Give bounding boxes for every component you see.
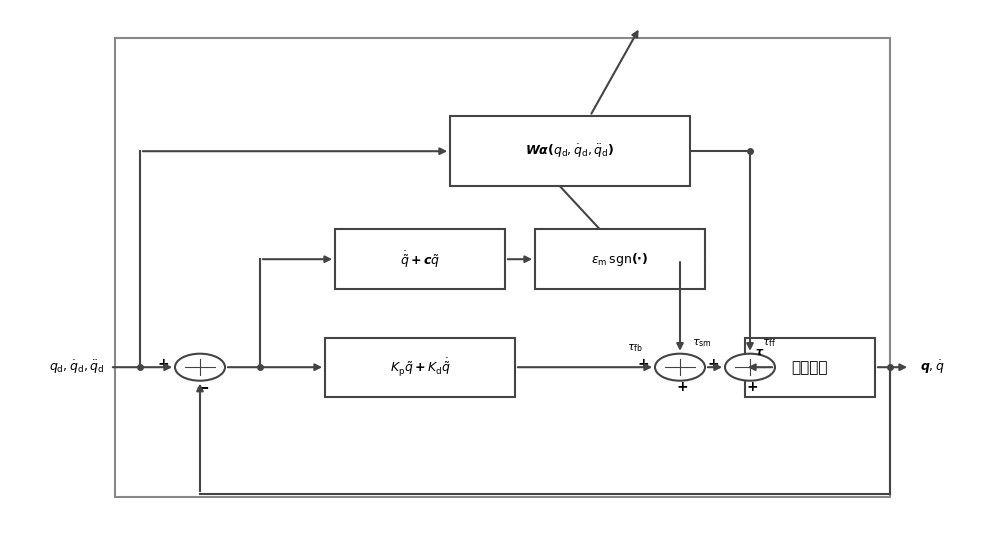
Text: −: − xyxy=(195,378,209,396)
Text: $\boldsymbol{\dot{\tilde{q}}+c\tilde{q}}$: $\boldsymbol{\dot{\tilde{q}}+c\tilde{q}}… xyxy=(400,249,440,269)
Circle shape xyxy=(655,354,705,381)
Text: $\boldsymbol{q_{\mathrm{d}},\dot{q}_{\mathrm{d}},\ddot{q}_{\mathrm{d}}}$: $\boldsymbol{q_{\mathrm{d}},\dot{q}_{\ma… xyxy=(49,359,105,376)
FancyBboxPatch shape xyxy=(535,230,705,289)
FancyBboxPatch shape xyxy=(745,338,875,397)
FancyBboxPatch shape xyxy=(335,230,505,289)
FancyBboxPatch shape xyxy=(325,338,515,397)
FancyBboxPatch shape xyxy=(450,116,690,186)
Text: $\boldsymbol{\varepsilon_{\mathrm{m}}\,\mathrm{sgn}(\cdot)}$: $\boldsymbol{\varepsilon_{\mathrm{m}}\,\… xyxy=(591,251,649,268)
Text: $\boldsymbol{W\alpha(q_{\mathrm{d}},\dot{q}_{\mathrm{d}},\ddot{q}_{\mathrm{d}})}: $\boldsymbol{W\alpha(q_{\mathrm{d}},\dot… xyxy=(525,143,615,160)
Text: $\boldsymbol{\tau_{\mathrm{ff}}}$: $\boldsymbol{\tau_{\mathrm{ff}}}$ xyxy=(762,338,776,349)
Text: $\boldsymbol{\tau_{\mathrm{sm}}}$: $\boldsymbol{\tau_{\mathrm{sm}}}$ xyxy=(692,338,712,349)
Text: $\boldsymbol{K_{\mathrm{p}}\tilde{q}+K_{\mathrm{d}}\dot{\tilde{q}}}$: $\boldsymbol{K_{\mathrm{p}}\tilde{q}+K_{… xyxy=(390,356,450,378)
Text: $\boldsymbol{\tau}$: $\boldsymbol{\tau}$ xyxy=(755,347,765,357)
Text: 输送机构: 输送机构 xyxy=(792,360,828,375)
Text: +: + xyxy=(637,357,649,372)
Text: +: + xyxy=(676,380,688,394)
Text: +: + xyxy=(746,380,758,394)
Text: $\boldsymbol{q,\dot{q}}$: $\boldsymbol{q,\dot{q}}$ xyxy=(920,359,945,376)
Text: +: + xyxy=(157,357,169,372)
Text: $\boldsymbol{\tau_{\mathrm{fb}}}$: $\boldsymbol{\tau_{\mathrm{fb}}}$ xyxy=(627,342,643,354)
Circle shape xyxy=(725,354,775,381)
Text: +: + xyxy=(707,357,719,372)
Circle shape xyxy=(175,354,225,381)
